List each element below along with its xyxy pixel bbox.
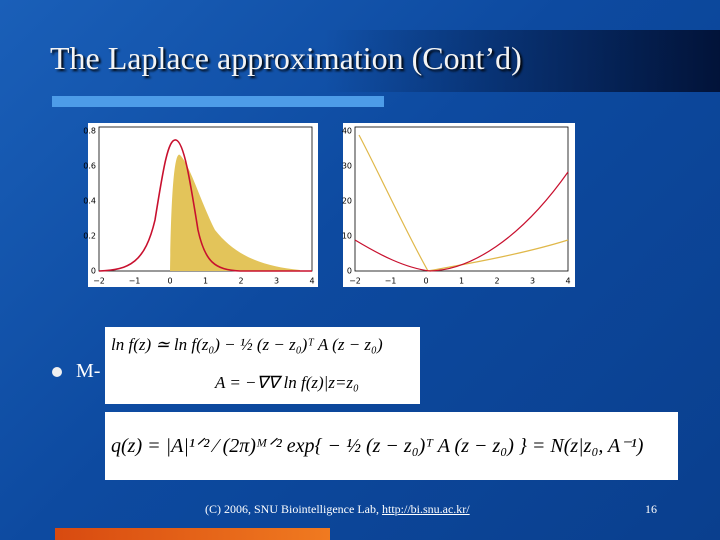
- x-tick-label: −2: [349, 277, 361, 286]
- credit: (C) 2006, SNU Biointelligence Lab,: [205, 502, 382, 516]
- density: [170, 154, 300, 271]
- x-tick-label: −2: [93, 277, 105, 286]
- x-tick-label: −1: [385, 277, 397, 286]
- figure-right: [343, 123, 575, 287]
- y-tick-label: 20: [342, 197, 352, 206]
- y-tick-label: 0.2: [83, 232, 96, 241]
- x-tick-label: 4: [565, 277, 570, 286]
- x-tick-label: 0: [167, 277, 172, 286]
- bullet-dot: [52, 367, 62, 377]
- y-tick-label: 40: [342, 127, 352, 136]
- x-tick-label: 3: [274, 277, 279, 286]
- y-tick-label: 10: [342, 232, 352, 241]
- equation: ln f(z) ≃ ln f(z₀) − ½ (z − z₀)ᵀ A (z − …: [111, 335, 383, 354]
- equation: A = −∇∇ ln f(z)|z=z₀: [215, 373, 359, 392]
- slide-title: The Laplace approximation (Cont’d): [50, 40, 522, 76]
- bullet-text: M-: [76, 360, 101, 382]
- link[interactable]: http://bi.snu.ac.kr/: [381, 502, 470, 516]
- bottom-bar: [55, 528, 330, 540]
- y-tick-label: 0.6: [83, 162, 96, 171]
- approximation: [98, 139, 312, 272]
- x-tick-label: 3: [530, 277, 535, 286]
- equation-box: ln f(z) ≃ ln f(z₀) − ½ (z − z₀)ᵀ A (z − …: [105, 327, 420, 404]
- y-tick-label: 30: [342, 162, 352, 171]
- quadratic: [354, 171, 569, 272]
- title-rule: [52, 96, 384, 107]
- y-tick-label: 0: [91, 267, 96, 276]
- plot-frame: [354, 126, 569, 272]
- x-tick-label: 1: [203, 277, 208, 286]
- x-tick-label: 1: [459, 277, 464, 286]
- y-tick-label: 0.4: [83, 197, 96, 206]
- title-bar: [0, 30, 720, 92]
- x-tick-label: 4: [309, 277, 314, 286]
- x-tick-label: 2: [494, 277, 499, 286]
- y-tick-label: 0: [347, 267, 352, 276]
- page-number: 16: [645, 502, 657, 516]
- x-tick-label: 0: [423, 277, 428, 286]
- x-tick-label: −1: [129, 277, 141, 286]
- equation: q(z) = |A|¹ᐟ² ⁄ (2π)ᴹᐟ² exp{ − ½ (z − z₀…: [105, 412, 678, 480]
- x-tick-label: 2: [238, 277, 243, 286]
- y-tick-label: 0.8: [83, 127, 96, 136]
- footer: (C) 2006, SNU Biointelligence Lab, http:…: [205, 502, 470, 517]
